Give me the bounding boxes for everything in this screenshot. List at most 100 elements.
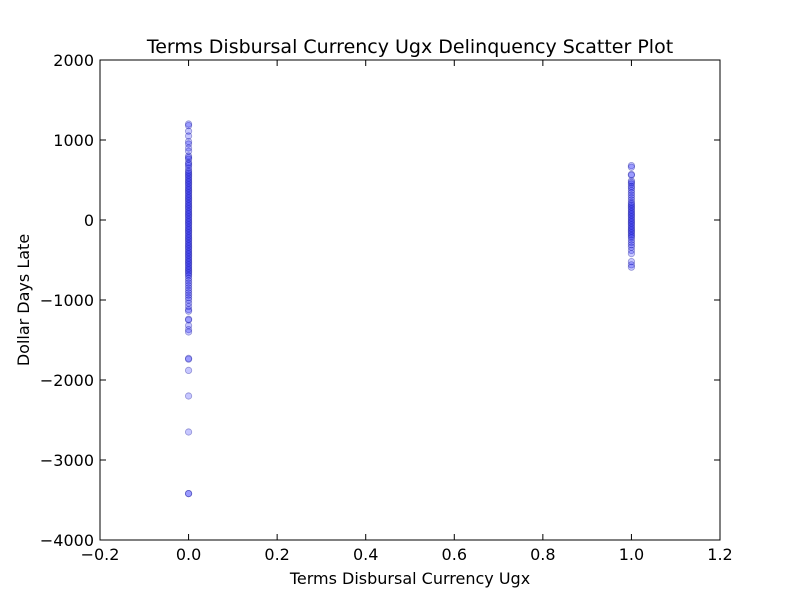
scatter-point bbox=[627, 189, 636, 197]
y-axis-ticks: −4000 −3000 −2000 −1000 0 1000 2000 bbox=[40, 51, 720, 550]
scatter-point bbox=[184, 216, 193, 224]
scatter-point bbox=[184, 194, 193, 202]
scatter-point bbox=[627, 163, 636, 171]
scatter-point bbox=[184, 219, 193, 227]
scatter-point bbox=[627, 177, 636, 185]
scatter-point bbox=[184, 179, 193, 187]
scatter-point bbox=[627, 182, 636, 190]
scatter-point bbox=[627, 221, 636, 229]
scatter-point bbox=[627, 230, 636, 238]
scatter-point bbox=[184, 235, 193, 243]
scatter-point bbox=[627, 162, 636, 170]
scatter-point bbox=[627, 178, 636, 186]
scatter-point bbox=[184, 240, 193, 248]
scatter-point bbox=[184, 269, 193, 277]
scatter-point bbox=[184, 251, 193, 259]
scatter-point bbox=[627, 213, 636, 221]
x-tick-label: 0.8 bbox=[530, 545, 555, 564]
y-tick-label: 1000 bbox=[53, 131, 94, 150]
scatter-point bbox=[184, 205, 193, 213]
scatter-point bbox=[184, 218, 193, 226]
scatter-point bbox=[184, 246, 193, 254]
scatter-point bbox=[184, 155, 193, 163]
scatter-point bbox=[184, 299, 193, 307]
scatter-point bbox=[627, 196, 636, 204]
scatter-point bbox=[627, 170, 636, 178]
x-axis-label: Terms Disbursal Currency Ugx bbox=[289, 569, 530, 588]
scatter-point bbox=[184, 234, 193, 242]
scatter-point bbox=[184, 277, 193, 285]
scatter-point bbox=[184, 158, 193, 166]
scatter-point bbox=[627, 180, 636, 188]
scatter-point bbox=[184, 229, 193, 237]
scatter-point bbox=[627, 218, 636, 226]
scatter-point bbox=[184, 355, 193, 363]
scatter-point bbox=[184, 162, 193, 170]
y-tick-label: −4000 bbox=[40, 531, 94, 550]
scatter-point bbox=[184, 144, 193, 152]
scatter-point bbox=[184, 154, 193, 162]
scatter-point bbox=[184, 173, 193, 181]
scatter-point bbox=[184, 270, 193, 278]
scatter-point bbox=[184, 176, 193, 184]
scatter-point bbox=[184, 200, 193, 208]
scatter-point bbox=[184, 120, 193, 128]
scatter-point bbox=[184, 316, 193, 324]
scatter-point bbox=[184, 211, 193, 219]
scatter-point bbox=[184, 307, 193, 315]
scatter-point bbox=[184, 250, 193, 258]
scatter-point bbox=[627, 226, 636, 234]
scatter-point bbox=[184, 264, 193, 272]
scatter-point bbox=[184, 321, 193, 330]
scatter-point bbox=[184, 328, 193, 336]
scatter-point bbox=[184, 257, 193, 266]
y-tick-label: −1000 bbox=[40, 291, 94, 310]
scatter-point bbox=[184, 160, 193, 168]
scatter-point bbox=[184, 489, 193, 498]
scatter-point bbox=[627, 236, 636, 244]
y-axis-label: Dollar Days Late bbox=[14, 234, 33, 366]
scatter-point bbox=[627, 208, 636, 216]
chart-title: Terms Disbursal Currency Ugx Delinquency… bbox=[146, 36, 673, 58]
scatter-point bbox=[627, 219, 636, 227]
x-tick-label: −0.2 bbox=[81, 545, 120, 564]
scatter-point bbox=[184, 181, 193, 189]
scatter-point bbox=[184, 182, 193, 190]
scatter-point bbox=[184, 262, 193, 270]
y-tick-label: −3000 bbox=[40, 451, 94, 470]
scatter-point bbox=[184, 189, 193, 197]
scatter-point bbox=[184, 253, 193, 261]
scatter-point bbox=[184, 221, 193, 229]
scatter-point bbox=[184, 224, 193, 232]
scatter-point bbox=[627, 261, 636, 269]
scatter-point bbox=[627, 202, 636, 210]
scatter-point bbox=[184, 214, 193, 222]
scatter-point bbox=[184, 293, 193, 302]
x-tick-label: 0.0 bbox=[176, 545, 201, 564]
scatter-point bbox=[184, 226, 193, 234]
scatter-point bbox=[627, 263, 636, 271]
scatter-point bbox=[184, 206, 193, 214]
scatter-point bbox=[184, 178, 193, 186]
scatter-point bbox=[184, 254, 193, 262]
scatter-point bbox=[184, 296, 193, 304]
scatter-point bbox=[184, 152, 193, 160]
scatter-point bbox=[184, 174, 193, 182]
scatter-point bbox=[627, 186, 636, 194]
scatter-point bbox=[184, 186, 193, 194]
scatter-point bbox=[184, 428, 193, 436]
scatter-point bbox=[184, 489, 193, 498]
scatter-point bbox=[184, 238, 193, 246]
scatter-point bbox=[184, 210, 193, 218]
scatter-point bbox=[184, 366, 193, 374]
scatter-point bbox=[184, 286, 193, 294]
scatter-point bbox=[184, 392, 193, 400]
scatter-point bbox=[184, 222, 193, 230]
scatter-point bbox=[184, 184, 193, 192]
scatter-point bbox=[627, 203, 636, 211]
scatter-point bbox=[184, 192, 193, 200]
scatter-point bbox=[184, 164, 193, 172]
scatter-point bbox=[184, 325, 193, 334]
